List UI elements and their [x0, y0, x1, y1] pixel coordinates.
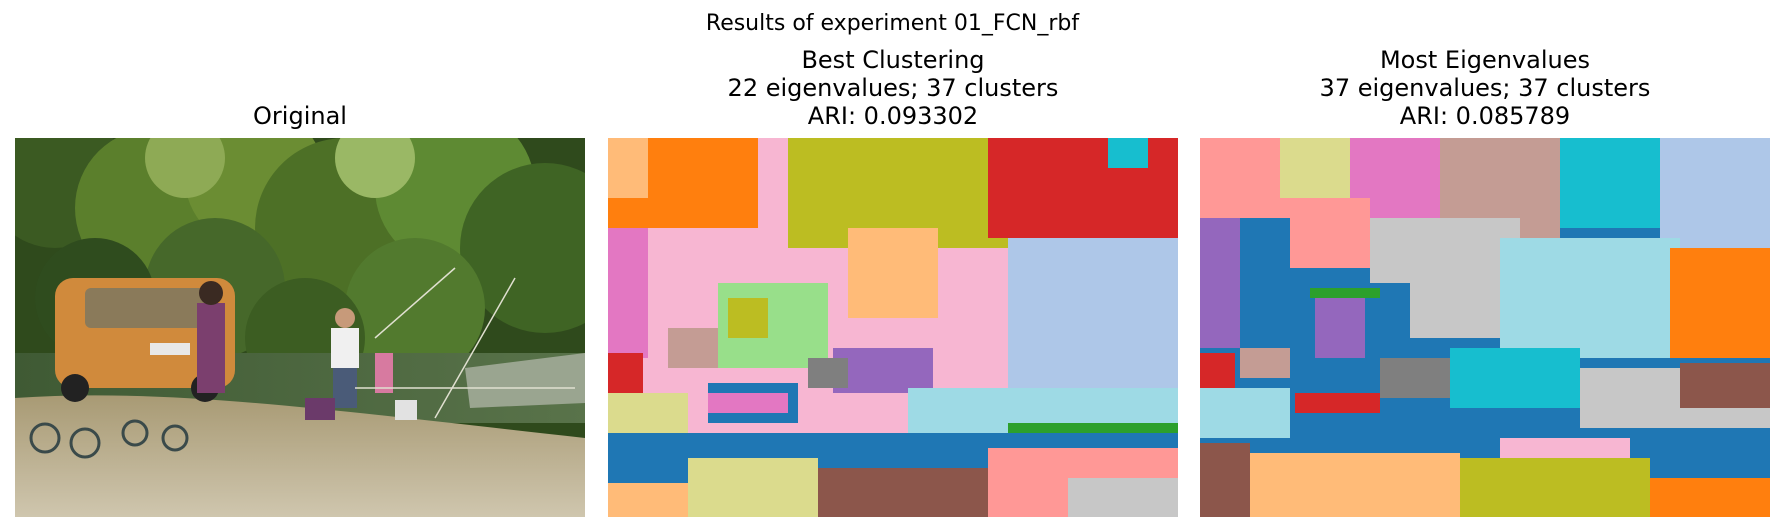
tree-canopy [15, 138, 585, 398]
panel-original: Original [15, 0, 585, 532]
panel-title-line: ARI: 0.093302 [807, 102, 979, 130]
panel-title: Best Clustering 22 eigenvalues; 37 clust… [608, 46, 1178, 130]
orange-car [55, 278, 235, 402]
segmentation-image [1200, 138, 1770, 517]
panel-title-line: 22 eigenvalues; 37 clusters [727, 74, 1059, 102]
panel-title: Most Eigenvalues 37 eigenvalues; 37 clus… [1200, 46, 1770, 130]
panel-title-line: Best Clustering [801, 46, 985, 74]
segmentation-map-best [608, 138, 1178, 517]
fishing-rods [355, 267, 575, 419]
bicycles [29, 419, 189, 459]
segmentation-map-most-eigen [1200, 138, 1770, 517]
panel-most-eigenvalues: Most Eigenvalues 37 eigenvalues; 37 clus… [1200, 0, 1770, 532]
figure-suptitle: Results of experiment 01_FCN_rbf [705, 11, 1080, 36]
riverbank [15, 395, 585, 517]
panel-best-clustering: Best Clustering 22 eigenvalues; 37 clust… [608, 0, 1178, 532]
panel-title-line: Original [253, 102, 347, 130]
stone-wall [465, 353, 585, 408]
panel-title-line: ARI: 0.085789 [1399, 102, 1571, 130]
panel-title-line: 37 eigenvalues; 37 clusters [1319, 74, 1651, 102]
original-photo [15, 138, 585, 517]
panel-title: Original [15, 102, 585, 130]
panel-title-line: Most Eigenvalues [1379, 46, 1591, 74]
photo-image [15, 138, 585, 517]
people [197, 281, 417, 420]
segmentation-image [608, 138, 1178, 517]
